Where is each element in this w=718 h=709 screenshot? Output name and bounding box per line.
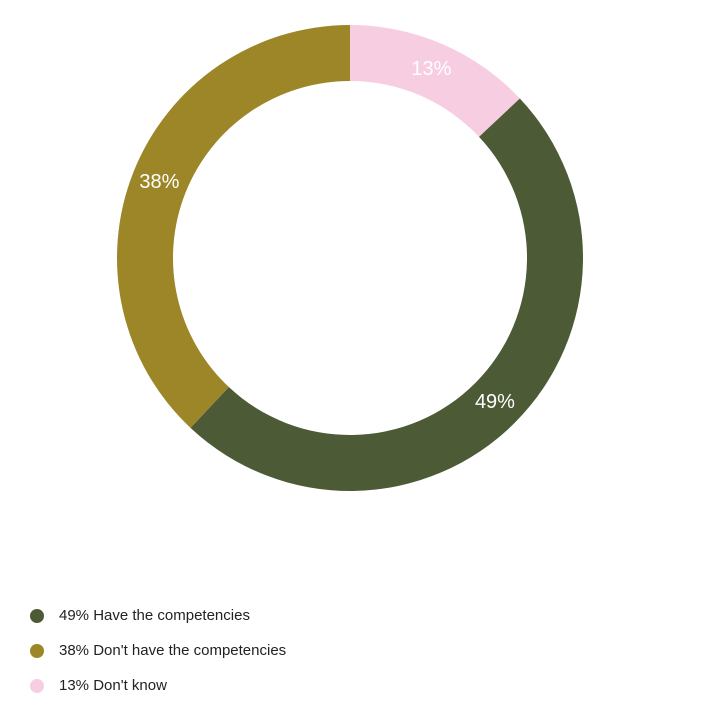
slice-label-1: 49%	[475, 391, 515, 413]
chart-legend: 49% Have the competencies 38% Don't have …	[30, 598, 286, 703]
donut-slice-0	[350, 25, 520, 137]
legend-swatch	[30, 643, 44, 658]
legend-label: 49% Have the competencies	[59, 607, 250, 624]
legend-label: 13% Don't know	[59, 677, 167, 694]
slice-label-2: 38%	[139, 171, 179, 193]
legend-swatch	[30, 608, 44, 623]
legend-item: 38% Don't have the competencies	[30, 633, 286, 668]
legend-item: 49% Have the competencies	[30, 598, 286, 633]
slice-labels: 13% 49% 38%	[139, 58, 515, 413]
donut-chart: 13% 49% 38%	[116, 25, 583, 491]
donut-slice-2	[116, 25, 350, 428]
slice-label-0: 13%	[411, 58, 451, 80]
legend-swatch	[30, 678, 44, 693]
donut-slices	[116, 25, 583, 491]
legend-label: 38% Don't have the competencies	[59, 642, 287, 659]
legend-item: 13% Don't know	[30, 668, 286, 703]
donut-slice-1	[190, 98, 583, 491]
